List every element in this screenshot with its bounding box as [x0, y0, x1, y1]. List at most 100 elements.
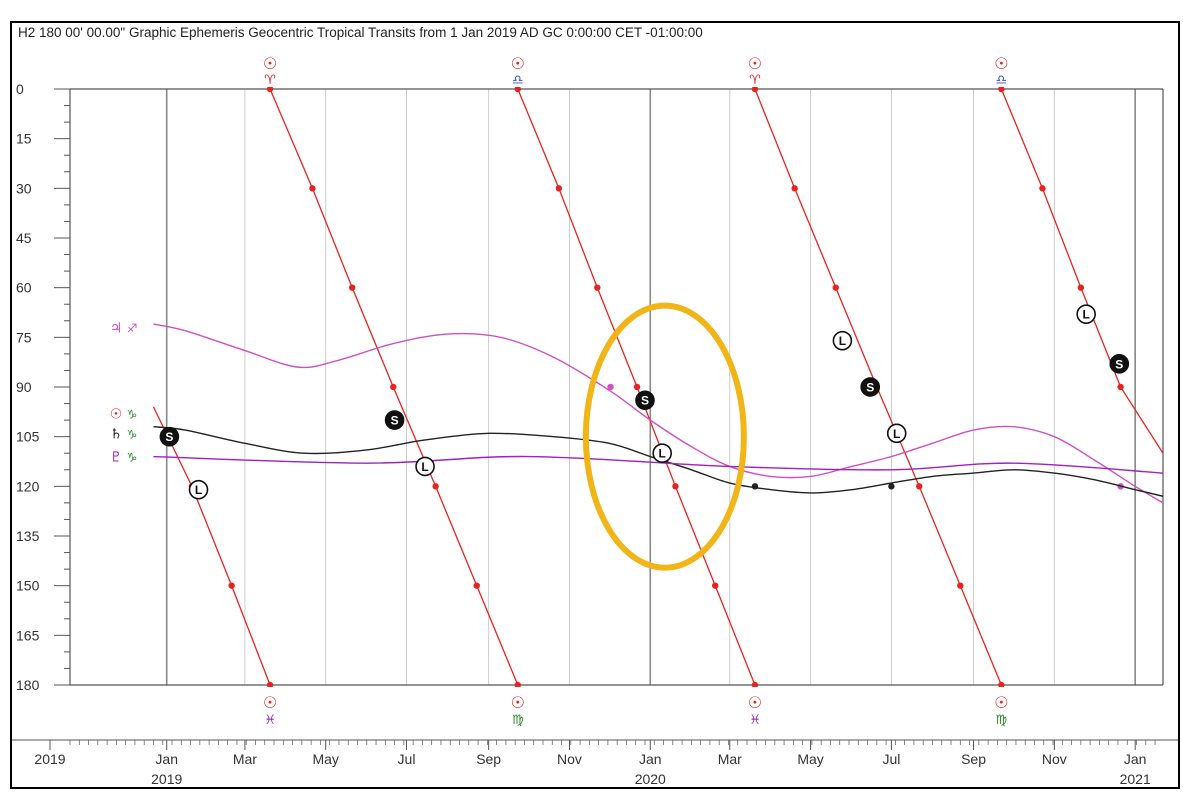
sun_capricorn_2019-line — [152, 406, 271, 686]
libra-sign-glyph: ♎ — [512, 73, 524, 88]
y-tick-label: 180 — [16, 677, 40, 693]
station-marker-label: L — [421, 460, 428, 474]
x-year-label: 2019 — [151, 771, 182, 787]
sun_capricorn_2019-point — [228, 582, 235, 589]
sun-glyph: ☉ — [994, 54, 1008, 73]
sun_libra_2020-point — [1039, 185, 1046, 192]
saturn_capricorn-point — [751, 483, 759, 490]
y-tick-label: 105 — [16, 429, 40, 445]
y-tick-label: 120 — [16, 478, 40, 494]
station-marker-s — [860, 377, 881, 397]
sun-glyph: ☉ — [511, 693, 525, 712]
sun_aries_2019-point — [473, 582, 480, 589]
y-tick-label: 90 — [16, 379, 32, 395]
x-year-label: 2021 — [1120, 771, 1151, 787]
sun_aries_2020-point — [916, 483, 923, 490]
x-month-label: Mar — [718, 751, 742, 767]
libra-sign-glyph: ♎ — [996, 73, 1008, 88]
sun_libra_2020-point — [1077, 284, 1085, 291]
sun_capricorn_2019-point — [266, 681, 274, 687]
y-tick-label: 135 — [16, 528, 40, 544]
x-month-label: Sep — [961, 751, 986, 767]
station-marker-label: S — [165, 430, 173, 444]
sun_aries_2020-point — [832, 284, 839, 291]
sun_aries_2019-point — [390, 383, 397, 391]
x-month-label: May — [797, 751, 823, 767]
x-month-label: May — [312, 751, 338, 767]
saturn_capricorn-line — [153, 426, 1163, 497]
pluto-glyph: ♇ — [110, 450, 123, 466]
sun-glyph: ☉ — [263, 693, 277, 712]
jupiter_sagittarius-line — [153, 323, 1163, 504]
y-tick-label: 60 — [16, 280, 32, 296]
sun_aries_2020-point — [957, 582, 964, 589]
chart-title: H2 180 00' 00.00" Graphic Ephemeris Geoc… — [18, 25, 703, 40]
sun_aries_2019-point — [432, 483, 439, 490]
sun-glyph: ☉ — [748, 693, 762, 712]
sun_libra_2019-point — [594, 284, 601, 291]
x-month-label: Jan — [155, 751, 178, 767]
sun-glyph: ☉ — [110, 406, 123, 422]
sun-glyph: ☉ — [994, 693, 1008, 712]
station-marker-s — [635, 390, 655, 411]
pisces-sign-glyph: ♓ — [749, 713, 761, 728]
sun_libra_2019-point — [672, 483, 679, 490]
station-marker-l — [188, 479, 209, 500]
jupiter-sign-glyph: ♐ — [127, 321, 138, 335]
sun_libra_2020-point — [998, 87, 1005, 93]
jupiter-glyph: ♃ — [110, 320, 123, 336]
x-month-label: Sep — [476, 751, 501, 767]
station-marker-l — [415, 456, 435, 477]
sun_aries_2019-point — [348, 284, 356, 291]
station-marker-s — [159, 426, 180, 447]
y-tick-label: 150 — [16, 578, 40, 594]
sun_aries_2019-point — [514, 681, 521, 687]
x-year-label: 2020 — [635, 771, 666, 787]
station-marker-label: S — [641, 394, 649, 408]
capricorn-sign-glyph: ♑ — [127, 407, 138, 421]
y-tick-label: 30 — [16, 180, 32, 196]
x-month-label: 2019 — [34, 751, 65, 767]
saturn_capricorn-point — [888, 483, 895, 490]
pisces-sign-glyph: ♓ — [264, 713, 276, 728]
pluto_capricorn-line — [153, 455, 1163, 474]
virgo-sign-glyph: ♍ — [996, 713, 1008, 728]
x-month-label: Jul — [882, 751, 900, 767]
sun-glyph: ☉ — [263, 54, 277, 73]
y-tick-label: 45 — [16, 230, 32, 246]
y-tick-label: 75 — [16, 329, 32, 345]
y-tick-label: 165 — [16, 627, 40, 643]
aries-sign-glyph: ♈ — [749, 73, 761, 88]
sun_aries_2020-point — [998, 681, 1005, 687]
sun_aries_2019-point — [309, 185, 316, 192]
chart-frame — [10, 21, 1180, 789]
saturn-glyph: ♄ — [110, 426, 123, 442]
sun_libra_2020-point — [1117, 383, 1124, 391]
station-marker-label: S — [866, 381, 874, 395]
y-tick-label: 0 — [16, 81, 24, 97]
sun_libra_2019-point — [633, 383, 641, 391]
station-marker-s — [384, 410, 405, 430]
virgo-sign-glyph: ♍ — [512, 713, 524, 728]
x-month-label: Nov — [557, 751, 582, 767]
sun_libra_2019-point — [751, 681, 759, 687]
jupiter_sagittarius-point — [607, 383, 614, 391]
sun_libra_2020-line — [1000, 88, 1163, 454]
series-layer — [152, 87, 1163, 687]
capricorn-sign-glyph: ♑ — [127, 427, 138, 441]
station-marker-label: L — [659, 447, 666, 461]
station-marker-l — [886, 423, 907, 444]
station-marker-label: L — [1082, 308, 1089, 322]
sun_aries_2020-point — [791, 185, 798, 192]
station-marker-label: S — [391, 414, 399, 428]
sun-glyph: ☉ — [748, 54, 762, 73]
sun_aries_2020-point — [751, 87, 759, 93]
station-marker-label: L — [839, 334, 846, 348]
sun_libra_2019-point — [514, 87, 521, 93]
station-marker-l — [1076, 304, 1096, 324]
x-month-label: Jan — [1124, 751, 1147, 767]
x-month-label: Jan — [639, 751, 662, 767]
y-tick-label: 15 — [16, 131, 32, 147]
station-marker-label: S — [1115, 357, 1123, 371]
highlight-ellipse — [582, 302, 747, 571]
